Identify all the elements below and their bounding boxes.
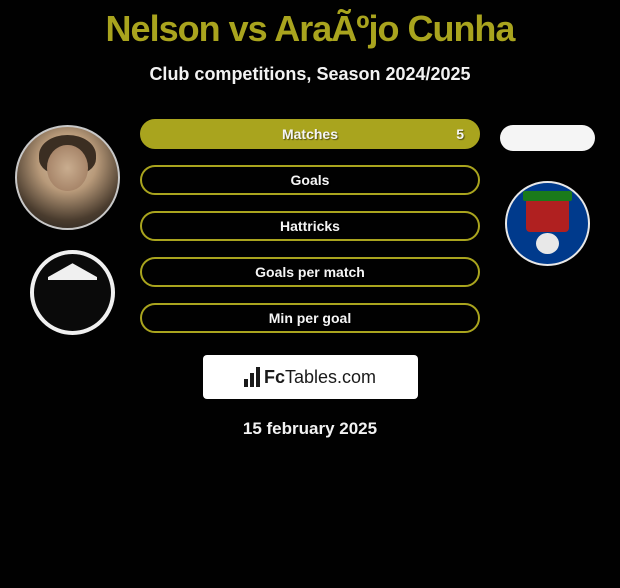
stat-row-min-per-goal: Min per goal: [140, 303, 480, 333]
logo-text-bold: Fc: [264, 367, 285, 387]
stat-row-goals: Goals: [140, 165, 480, 195]
page-title: Nelson vs AraÃºjo Cunha: [0, 8, 620, 50]
stat-label: Goals per match: [255, 264, 365, 280]
stat-row-hattricks: Hattricks: [140, 211, 480, 241]
source-logo-text: FcTables.com: [264, 367, 376, 388]
player-placeholder-right: [500, 125, 595, 151]
stat-label: Matches: [282, 126, 338, 142]
stat-label: Goals: [291, 172, 330, 188]
club-badge-left: [30, 250, 115, 335]
stats-list: Matches 5 Goals Hattricks Goals per matc…: [140, 119, 480, 333]
stat-value-right: 5: [456, 126, 464, 142]
page-subtitle: Club competitions, Season 2024/2025: [0, 64, 620, 85]
left-player-column: [10, 125, 130, 335]
stat-row-matches: Matches 5: [140, 119, 480, 149]
right-player-column: [500, 125, 600, 266]
comparison-panel: Matches 5 Goals Hattricks Goals per matc…: [0, 125, 620, 439]
club-badge-right: [505, 181, 590, 266]
stat-label: Hattricks: [280, 218, 340, 234]
stat-label: Min per goal: [269, 310, 351, 326]
comparison-date: 15 february 2025: [0, 419, 620, 439]
player-photo-left: [15, 125, 120, 230]
source-logo: FcTables.com: [203, 355, 418, 399]
bars-icon: [244, 367, 260, 387]
stat-row-goals-per-match: Goals per match: [140, 257, 480, 287]
logo-text-rest: Tables.com: [285, 367, 376, 387]
